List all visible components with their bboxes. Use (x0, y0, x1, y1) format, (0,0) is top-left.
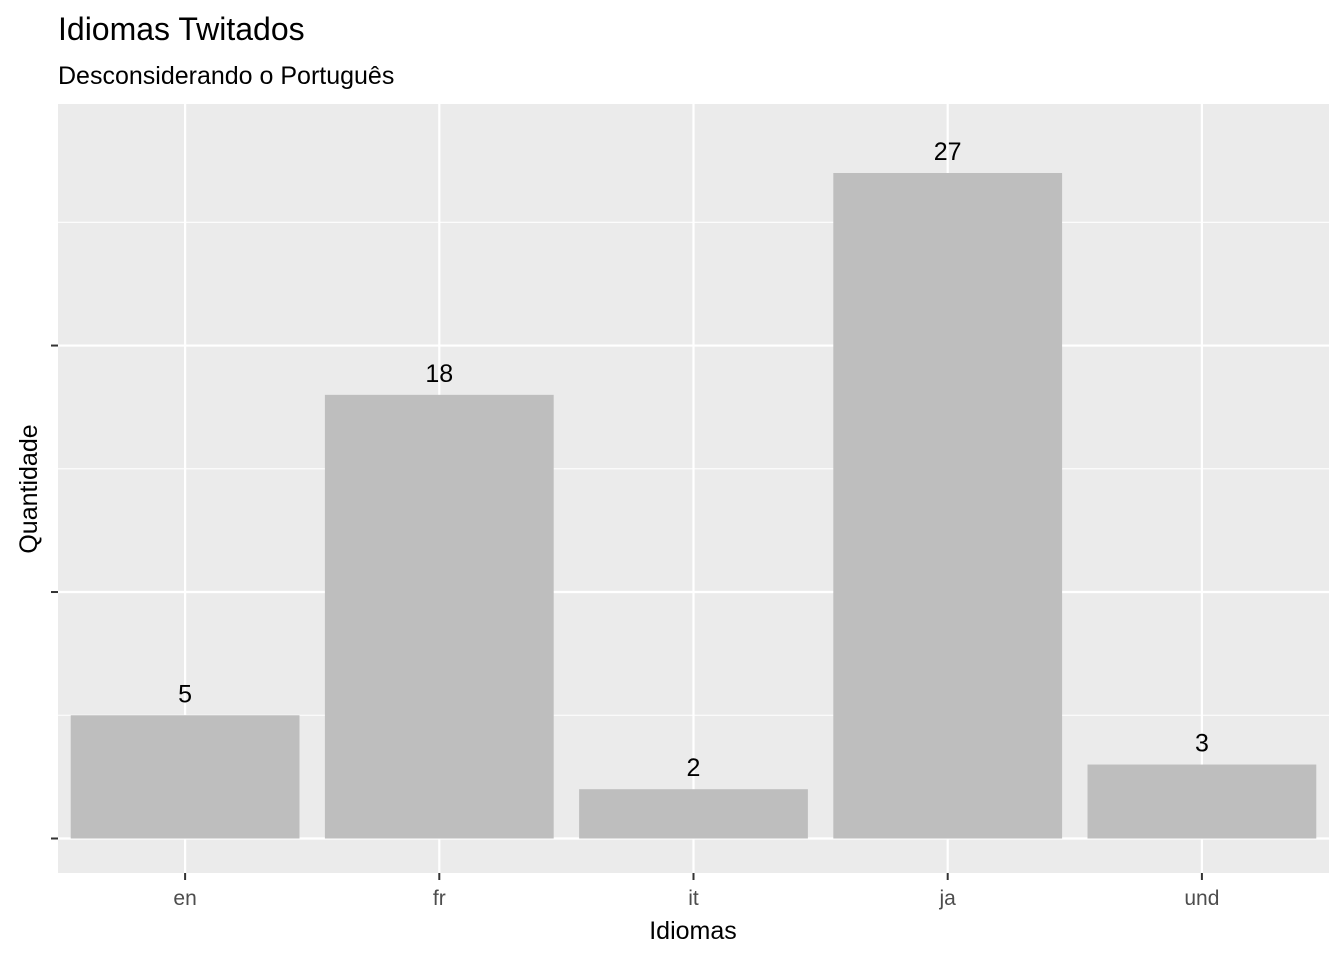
x-axis-title: Idiomas (649, 917, 737, 945)
data-label-und: 3 (1195, 730, 1209, 758)
y-axis-ticks (51, 344, 58, 840)
data-label-it: 2 (687, 754, 701, 782)
bar-it (579, 789, 808, 839)
data-labels: 5 18 2 27 3 (178, 138, 1209, 782)
bar-und (1087, 764, 1317, 839)
y-axis-title: Quantidade (15, 424, 43, 553)
chart-title: Idiomas Twitados (58, 11, 305, 47)
x-tick-label-it: it (688, 887, 699, 910)
x-axis-ticks: en fr it ja und (173, 873, 1219, 910)
bar-en (70, 715, 300, 839)
data-label-fr: 18 (425, 360, 453, 388)
bar-fr (324, 394, 554, 839)
x-tick-label-und: und (1184, 887, 1219, 910)
data-label-en: 5 (178, 680, 192, 708)
bar-ja (833, 173, 1063, 839)
x-tick-label-ja: ja (939, 887, 957, 910)
x-tick-label-en: en (173, 887, 196, 910)
chart-subtitle: Desconsiderando o Português (58, 62, 394, 90)
data-label-ja: 27 (934, 138, 962, 166)
x-tick-label-fr: fr (433, 887, 446, 910)
bars (70, 173, 1317, 839)
